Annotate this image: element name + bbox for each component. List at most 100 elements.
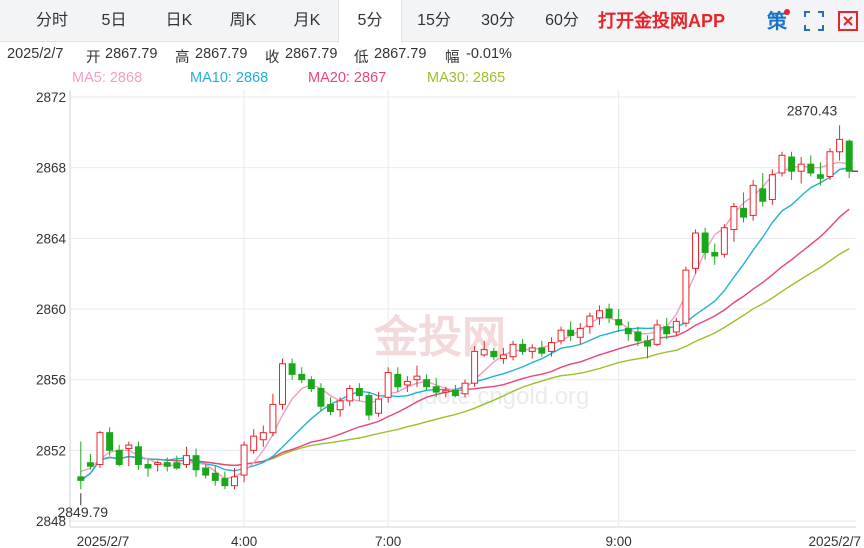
tab-15min[interactable]: 15分 xyxy=(417,12,451,29)
y-axis-labels: 2872 2868 2864 2860 2856 2852 2848 xyxy=(36,90,67,529)
candle-body xyxy=(720,227,728,255)
candle xyxy=(403,376,411,393)
tab-30min[interactable]: 30分 xyxy=(481,12,515,29)
watermark-url: quote.cngold.org xyxy=(411,383,590,410)
candle-body xyxy=(730,206,738,230)
candle-body xyxy=(547,342,555,352)
candle-body xyxy=(586,315,594,328)
strategy-button[interactable]: 策 xyxy=(762,0,792,42)
tab-5min[interactable]: 5分 xyxy=(338,0,402,43)
change-label: 幅 xyxy=(445,50,460,66)
candle-body xyxy=(644,340,651,347)
candle xyxy=(423,374,431,391)
candle xyxy=(663,317,671,340)
candle-body xyxy=(317,388,325,407)
kline-chart[interactable]: 金投网 quote.cngold.org 2872 2868 2864 2860 285… xyxy=(0,90,864,548)
candle xyxy=(615,309,623,332)
y-tick-label: 2872 xyxy=(36,90,66,105)
annotations: 2870.43 2849.79 xyxy=(57,102,858,520)
candle-body xyxy=(192,455,200,471)
candle-body xyxy=(279,363,286,405)
x-tick-label: 7:00 xyxy=(375,534,401,548)
candle xyxy=(365,392,373,421)
candle-body xyxy=(788,156,796,172)
candle-body xyxy=(471,350,479,384)
candle-body xyxy=(557,329,565,342)
candle xyxy=(644,335,651,359)
candle-body xyxy=(154,462,162,465)
candle xyxy=(576,323,584,345)
candle xyxy=(749,180,757,221)
candle-body xyxy=(77,476,85,481)
candle xyxy=(346,384,354,407)
candle-body xyxy=(653,324,661,345)
candle-body xyxy=(836,138,844,153)
candle-body xyxy=(96,432,104,465)
candle xyxy=(547,337,555,357)
ma30-line xyxy=(80,248,850,481)
fullscreen-icon[interactable] xyxy=(800,0,828,42)
tab-weekly-k[interactable]: 周K xyxy=(229,12,257,29)
low-label: 低 xyxy=(354,50,369,66)
candle-body xyxy=(375,398,383,414)
candle xyxy=(269,393,277,437)
candle-body xyxy=(807,163,815,174)
candle-body xyxy=(259,432,267,441)
low-annotation: 2849.79 xyxy=(57,504,108,520)
candle xyxy=(182,446,190,468)
candle xyxy=(192,448,200,477)
tab-60min[interactable]: 60分 xyxy=(545,12,579,29)
candle xyxy=(768,169,776,205)
candle-body xyxy=(778,154,786,174)
close-icon[interactable] xyxy=(834,0,862,42)
candle xyxy=(538,340,546,357)
x-tick-label: 9:00 xyxy=(606,534,632,548)
candle-body xyxy=(134,446,142,465)
candle-body xyxy=(327,403,335,412)
tab-5day[interactable]: 5日 xyxy=(101,12,127,29)
candle xyxy=(759,172,767,207)
candle xyxy=(96,430,104,468)
change-value: -0.01% xyxy=(466,46,512,62)
x-tick-label: 4:00 xyxy=(231,534,257,548)
candle xyxy=(288,358,296,380)
candle-body xyxy=(692,232,699,269)
tab-monthly-k[interactable]: 月K xyxy=(293,12,321,29)
candle xyxy=(701,227,709,260)
candle-body xyxy=(288,363,296,375)
candle xyxy=(797,157,805,184)
candle xyxy=(432,377,440,398)
y-tick-label: 2852 xyxy=(36,443,66,458)
candle-body xyxy=(509,343,517,358)
candle xyxy=(740,192,748,223)
candle xyxy=(778,151,786,177)
candle xyxy=(605,303,613,324)
candle-body xyxy=(250,435,258,451)
candle xyxy=(490,347,498,361)
candle-body xyxy=(451,389,459,397)
tab-intraday[interactable]: 分时 xyxy=(35,12,68,29)
high-value: 2867.79 xyxy=(195,46,248,62)
tab-daily-k[interactable]: 日K xyxy=(165,12,193,29)
candle-body xyxy=(163,462,171,467)
candle xyxy=(250,429,258,454)
candle xyxy=(413,365,421,387)
ma20-legend: MA20: 2867 xyxy=(308,70,387,86)
candle xyxy=(154,460,162,472)
candle xyxy=(836,125,844,161)
candle-body xyxy=(499,354,507,359)
candle xyxy=(134,441,142,470)
x-tick-label: 2025/2/7 xyxy=(77,534,130,548)
candle-body xyxy=(711,251,719,257)
candle xyxy=(788,151,796,181)
candle xyxy=(711,243,719,265)
candle-body xyxy=(682,269,690,324)
candle-body xyxy=(403,380,411,386)
candle xyxy=(221,471,229,490)
open-app-link[interactable]: 打开金投网APP xyxy=(598,11,726,31)
candle xyxy=(845,139,853,179)
candle xyxy=(442,386,450,398)
candle xyxy=(807,155,815,177)
strategy-label: 策 xyxy=(767,9,787,33)
candle xyxy=(528,344,536,359)
